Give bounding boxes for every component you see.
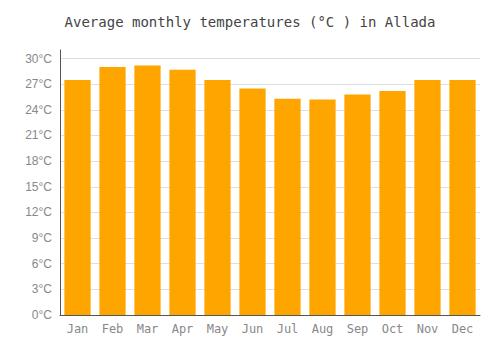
- svg-text:Jun: Jun: [242, 322, 264, 336]
- svg-text:9°C: 9°C: [32, 231, 52, 245]
- svg-text:Jul: Jul: [277, 322, 299, 336]
- svg-text:21°C: 21°C: [25, 128, 52, 142]
- svg-text:May: May: [207, 322, 229, 336]
- svg-text:Average monthly temperatures (: Average monthly temperatures (°C ) in Al…: [65, 14, 436, 30]
- svg-text:0°C: 0°C: [32, 308, 52, 322]
- svg-text:Aug: Aug: [312, 322, 334, 336]
- svg-text:15°C: 15°C: [25, 180, 52, 194]
- svg-text:3°C: 3°C: [32, 282, 52, 296]
- svg-text:Mar: Mar: [137, 322, 159, 336]
- svg-text:18°C: 18°C: [25, 154, 52, 168]
- svg-text:Oct: Oct: [382, 322, 404, 336]
- svg-text:Nov: Nov: [417, 322, 439, 336]
- svg-text:27°C: 27°C: [25, 77, 52, 91]
- svg-text:12°C: 12°C: [25, 205, 52, 219]
- svg-text:Apr: Apr: [172, 322, 194, 336]
- svg-text:6°C: 6°C: [32, 257, 52, 271]
- svg-text:Dec: Dec: [452, 322, 474, 336]
- svg-text:Feb: Feb: [102, 322, 124, 336]
- svg-text:30°C: 30°C: [25, 52, 52, 66]
- svg-text:Sep: Sep: [347, 322, 369, 336]
- svg-text:Jan: Jan: [67, 322, 89, 336]
- svg-text:24°C: 24°C: [25, 103, 52, 117]
